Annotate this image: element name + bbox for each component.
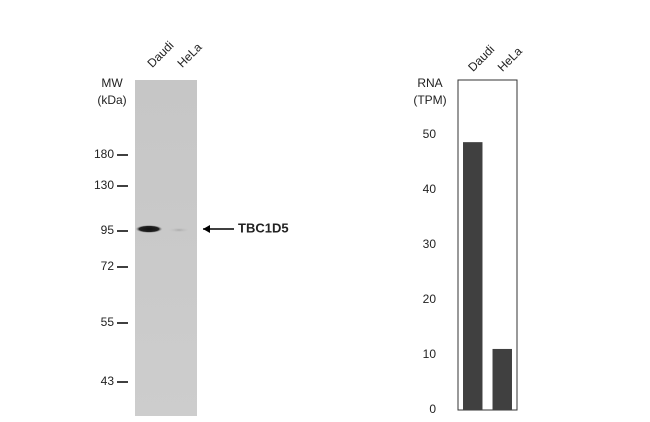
mw-label: (kDa) <box>97 93 126 107</box>
y-tick-label: 40 <box>423 182 437 196</box>
bar <box>463 142 483 410</box>
y-axis-label: (TPM) <box>413 93 446 107</box>
marker-label: 72 <box>101 259 115 273</box>
lane-label: HeLa <box>174 40 204 70</box>
marker-label: 95 <box>101 223 115 237</box>
bar <box>492 348 512 410</box>
lane-label: Daudi <box>144 38 176 70</box>
x-tick-label: HeLa <box>495 44 525 74</box>
blot-band <box>135 225 163 233</box>
y-tick-label: 50 <box>423 127 437 141</box>
band-arrowhead <box>203 225 210 233</box>
marker-label: 180 <box>94 147 114 161</box>
marker-label: 43 <box>101 374 115 388</box>
y-tick-label: 30 <box>423 237 437 251</box>
marker-label: 55 <box>101 315 115 329</box>
blot-membrane <box>135 80 197 416</box>
blot-band <box>168 227 190 233</box>
x-tick-label: Daudi <box>465 42 497 74</box>
marker-label: 130 <box>94 178 114 192</box>
mw-label: MW <box>101 76 123 90</box>
y-tick-label: 0 <box>429 402 436 416</box>
chart-frame <box>457 79 518 411</box>
y-axis-label: RNA <box>417 76 442 90</box>
y-tick-label: 20 <box>423 292 437 306</box>
y-tick-label: 10 <box>423 347 437 361</box>
band-label: TBC1D5 <box>238 220 289 235</box>
